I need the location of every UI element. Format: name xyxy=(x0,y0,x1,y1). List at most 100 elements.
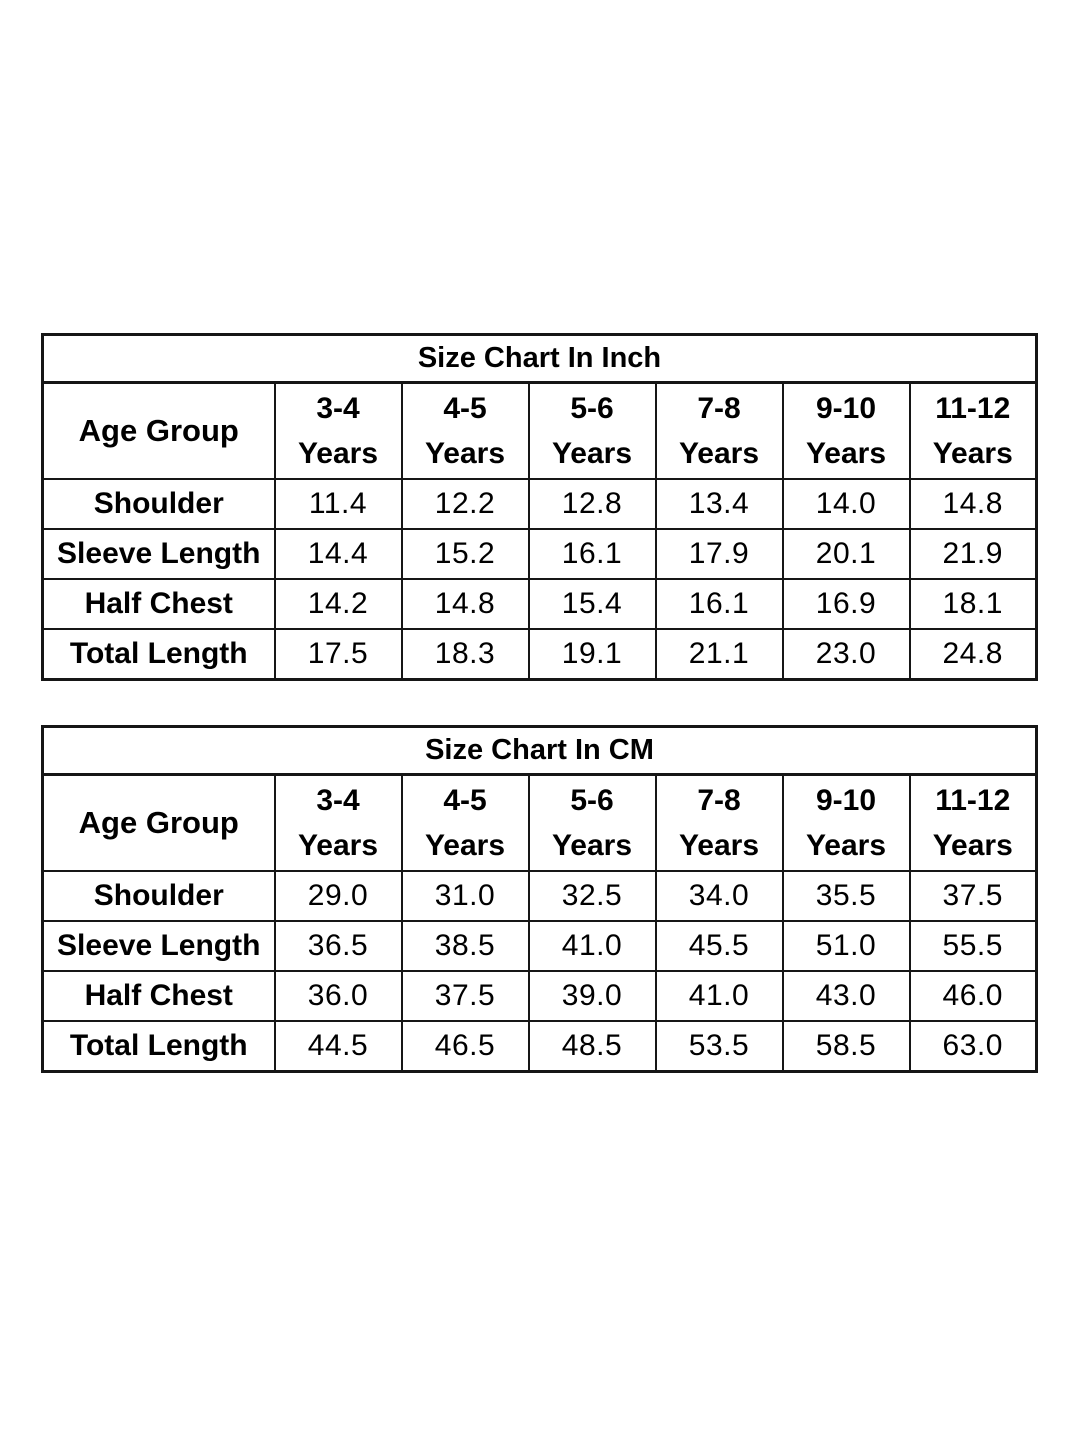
age-group-column-header: 3-4 Years xyxy=(273,773,403,872)
measurement-value: 36.0 xyxy=(273,970,403,1022)
age-years-text: Years xyxy=(932,437,1013,470)
age-range-text: 7-8 xyxy=(697,392,741,425)
age-range-text: 3-4 xyxy=(316,392,360,425)
measurement-value: 58.5 xyxy=(781,1020,911,1072)
measurement-value: 13.4 xyxy=(654,478,784,530)
measurement-row: Sleeve Length 14.4 15.2 16.1 17.9 20.1 21.9 xyxy=(41,528,1038,580)
age-group-column-header: 7-8 Years xyxy=(654,381,784,480)
age-years-text: Years xyxy=(424,437,506,470)
measurement-value: 17.9 xyxy=(654,528,784,580)
size-table-cm: Size Chart In CM Age Group 3-4 Years 4-5 Year… xyxy=(41,725,1038,1073)
age-group-column-header: 5-6 Years xyxy=(527,381,657,480)
age-years-text: Years xyxy=(297,829,379,862)
age-years-text: Years xyxy=(932,829,1013,862)
age-range-text: 9-10 xyxy=(815,392,877,425)
age-years-text: Years xyxy=(805,437,887,470)
measurement-value: 15.2 xyxy=(400,528,530,580)
measurement-value: 31.0 xyxy=(400,870,530,922)
table-title-row: Size Chart In Inch xyxy=(41,333,1038,384)
age-group-column-header: 7-8 Years xyxy=(654,773,784,872)
measurement-value: 16.1 xyxy=(527,528,657,580)
age-years-text: Years xyxy=(678,437,760,470)
measurement-value: 14.0 xyxy=(781,478,911,530)
measurement-value: 48.5 xyxy=(527,1020,657,1072)
age-group-column-header: 11-12 Years xyxy=(908,773,1038,872)
measurement-value: 14.4 xyxy=(273,528,403,580)
size-chart-grid: Size Chart In CM Age Group 3-4 Years 4-5 Year… xyxy=(41,725,1038,1073)
age-range-text: 9-10 xyxy=(815,784,877,817)
measurement-label: Half Chest xyxy=(41,970,276,1022)
age-group-column-header: 3-4 Years xyxy=(273,381,403,480)
table-title: Size Chart In Inch xyxy=(41,333,1038,384)
measurement-label: Sleeve Length xyxy=(41,920,276,972)
measurement-value: 14.2 xyxy=(273,578,403,630)
measurement-value: 38.5 xyxy=(400,920,530,972)
measurement-label: Shoulder xyxy=(41,870,276,922)
age-group-column-header: 4-5 Years xyxy=(400,773,530,872)
measurement-value: 12.8 xyxy=(527,478,657,530)
age-years-text: Years xyxy=(678,829,760,862)
age-range-text: 5-6 xyxy=(570,784,614,817)
age-group-column-header: 9-10 Years xyxy=(781,773,911,872)
measurement-value: 29.0 xyxy=(273,870,403,922)
measurement-row: Total Length 17.5 18.3 19.1 21.1 23.0 24.8 xyxy=(41,628,1038,680)
measurement-row: Total Length 44.5 46.5 48.5 53.5 58.5 63.0 xyxy=(41,1020,1038,1072)
age-years-text: Years xyxy=(424,829,506,862)
measurement-value: 18.1 xyxy=(908,578,1038,630)
age-group-label: Age Group xyxy=(41,381,276,480)
age-years-text: Years xyxy=(297,437,379,470)
measurement-label: Total Length xyxy=(41,1020,276,1072)
measurement-row: Sleeve Length 36.5 38.5 41.0 45.5 51.0 55.5 xyxy=(41,920,1038,972)
measurement-label: Sleeve Length xyxy=(41,528,276,580)
measurement-value: 11.4 xyxy=(273,478,403,530)
measurement-row: Half Chest 14.2 14.8 15.4 16.1 16.9 18.1 xyxy=(41,578,1038,630)
measurement-value: 16.9 xyxy=(781,578,911,630)
age-range-text: 7-8 xyxy=(697,784,741,817)
age-group-column-header: 5-6 Years xyxy=(527,773,657,872)
measurement-value: 14.8 xyxy=(400,578,530,630)
measurement-value: 55.5 xyxy=(908,920,1038,972)
measurement-value: 19.1 xyxy=(527,628,657,680)
size-chart-grid: Size Chart In Inch Age Group 3-4 Years 4-5 Ye… xyxy=(41,333,1038,681)
measurement-value: 20.1 xyxy=(781,528,911,580)
measurement-value: 41.0 xyxy=(527,920,657,972)
age-group-column-header: 11-12 Years xyxy=(908,381,1038,480)
measurement-value: 46.5 xyxy=(400,1020,530,1072)
age-group-column-header: 9-10 Years xyxy=(781,381,911,480)
measurement-value: 23.0 xyxy=(781,628,911,680)
measurement-value: 12.2 xyxy=(400,478,530,530)
age-range-text: 5-6 xyxy=(570,392,614,425)
measurement-value: 17.5 xyxy=(273,628,403,680)
measurement-label: Total Length xyxy=(41,628,276,680)
measurement-value: 36.5 xyxy=(273,920,403,972)
age-group-header-row: Age Group 3-4 Years 4-5 Years 5-6 Years 7-8 Year… xyxy=(41,381,1038,480)
measurement-value: 43.0 xyxy=(781,970,911,1022)
age-group-label: Age Group xyxy=(41,773,276,872)
measurement-value: 34.0 xyxy=(654,870,784,922)
measurement-value: 21.9 xyxy=(908,528,1038,580)
measurement-value: 53.5 xyxy=(654,1020,784,1072)
measurement-value: 32.5 xyxy=(527,870,657,922)
size-table-inch: Size Chart In Inch Age Group 3-4 Years 4-5 Ye… xyxy=(41,333,1038,681)
age-group-column-header: 4-5 Years xyxy=(400,381,530,480)
measurement-value: 21.1 xyxy=(654,628,784,680)
table-title-row: Size Chart In CM xyxy=(41,725,1038,776)
measurement-label: Half Chest xyxy=(41,578,276,630)
age-years-text: Years xyxy=(551,437,633,470)
measurement-value: 14.8 xyxy=(908,478,1038,530)
measurement-value: 39.0 xyxy=(527,970,657,1022)
measurement-value: 37.5 xyxy=(908,870,1038,922)
measurement-row: Half Chest 36.0 37.5 39.0 41.0 43.0 46.0 xyxy=(41,970,1038,1022)
measurement-value: 37.5 xyxy=(400,970,530,1022)
age-range-text: 11-12 xyxy=(935,784,1011,817)
measurement-value: 35.5 xyxy=(781,870,911,922)
table-title: Size Chart In CM xyxy=(41,725,1038,776)
age-range-text: 4-5 xyxy=(443,784,487,817)
measurement-value: 45.5 xyxy=(654,920,784,972)
measurement-value: 63.0 xyxy=(908,1020,1038,1072)
measurement-label: Shoulder xyxy=(41,478,276,530)
measurement-row: Shoulder 11.4 12.2 12.8 13.4 14.0 14.8 xyxy=(41,478,1038,530)
measurement-value: 24.8 xyxy=(908,628,1038,680)
measurement-value: 44.5 xyxy=(273,1020,403,1072)
